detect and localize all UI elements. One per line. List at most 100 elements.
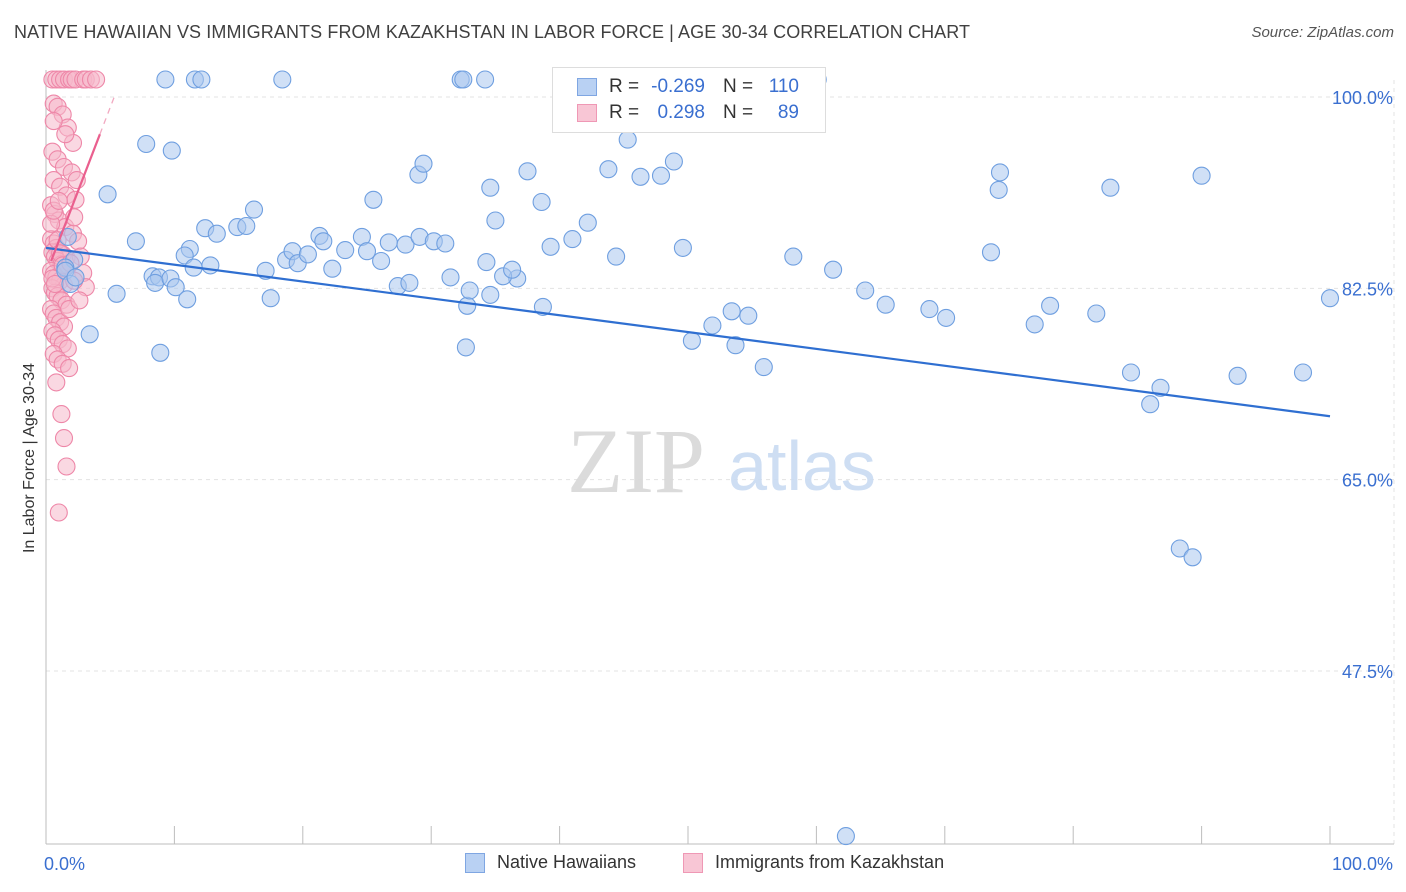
data-point-native-hawaiians	[201, 256, 220, 275]
data-point-native-hawaiians	[754, 358, 773, 377]
data-point-native-hawaiians	[631, 167, 650, 186]
data-point-kazakhstan	[47, 373, 66, 392]
data-point-kazakhstan	[57, 457, 76, 476]
trend-line-kazakhstan	[50, 133, 101, 262]
data-point-native-hawaiians	[357, 242, 377, 261]
y-tick-label: 47.5%	[1342, 662, 1393, 682]
data-point-native-hawaiians	[1170, 539, 1189, 558]
data-point-native-hawaiians	[856, 281, 875, 300]
data-point-native-hawaiians	[323, 259, 342, 278]
tick-labels: 100.0% 82.5% 65.0% 47.5% 0.0% 100.0%	[44, 88, 1393, 874]
legend-row-kazakhstan: R = 0.298 N = 89	[577, 101, 799, 125]
data-point-native-hawaiians	[578, 213, 597, 232]
legend-n-label: N =	[723, 76, 754, 97]
data-point-native-hawaiians	[441, 268, 460, 287]
y-tick-label: 65.0%	[1342, 471, 1393, 491]
data-point-native-hawaiians	[207, 224, 226, 243]
grid-lines	[46, 80, 1395, 844]
data-point-native-hawaiians	[178, 290, 197, 309]
data-point-native-hawaiians	[476, 70, 495, 89]
x-tick-label-max: 100.0%	[1332, 854, 1393, 874]
data-point-kazakhstan	[49, 503, 68, 522]
data-point-native-hawaiians	[618, 130, 637, 149]
data-point-native-hawaiians	[372, 251, 391, 271]
data-point-native-hawaiians	[682, 331, 701, 350]
data-point-native-hawaiians	[175, 246, 194, 265]
data-point-native-hawaiians	[1293, 363, 1313, 382]
data-point-native-hawaiians	[364, 190, 383, 209]
legend-item-kazakhstan[interactable]: Immigrants from Kazakhstan	[683, 852, 944, 873]
data-point-native-hawaiians	[436, 234, 455, 253]
data-point-native-hawaiians	[722, 302, 741, 321]
data-point-native-hawaiians	[1041, 296, 1060, 315]
data-point-native-hawaiians	[726, 336, 745, 355]
series-legend: Native Hawaiians Immigrants from Kazakhs…	[0, 852, 1406, 876]
data-point-native-hawaiians	[563, 230, 582, 249]
data-point-native-hawaiians	[607, 247, 626, 266]
data-point-kazakhstan	[49, 191, 68, 210]
data-point-native-hawaiians	[937, 308, 956, 327]
legend-n-label: N =	[723, 102, 754, 123]
data-point-native-hawaiians	[414, 154, 433, 173]
watermark-zip: ZIP	[567, 410, 705, 512]
data-point-native-hawaiians	[273, 70, 292, 89]
data-point-native-hawaiians	[298, 245, 317, 264]
data-point-native-hawaiians	[1151, 378, 1170, 397]
trend-line-kazakhstan-extension	[99, 97, 115, 135]
data-point-native-hawaiians	[137, 134, 156, 154]
data-point-native-hawaiians	[126, 232, 145, 251]
data-point-native-hawaiians	[1025, 315, 1044, 334]
data-point-native-hawaiians	[1228, 366, 1247, 385]
data-point-native-hawaiians	[1320, 289, 1340, 308]
data-point-native-hawaiians	[98, 185, 117, 204]
legend-row-native-hawaiians: R = -0.269 N = 110	[577, 75, 799, 99]
data-point-native-hawaiians	[458, 296, 477, 315]
legend-r-label: R =	[609, 76, 640, 97]
data-point-native-hawaiians	[989, 180, 1008, 199]
data-point-native-hawaiians	[396, 235, 415, 254]
data-point-kazakhstan	[60, 359, 79, 378]
data-point-native-hawaiians	[518, 162, 537, 181]
chart-title: NATIVE HAWAIIAN VS IMMIGRANTS FROM KAZAK…	[14, 22, 971, 42]
data-point-native-hawaiians	[664, 152, 683, 171]
data-point-native-hawaiians	[1183, 548, 1202, 567]
data-point-native-hawaiians	[481, 178, 500, 197]
data-point-native-hawaiians	[456, 338, 475, 357]
data-point-native-hawaiians	[541, 237, 560, 256]
data-point-native-hawaiians	[400, 273, 419, 292]
data-point-native-hawaiians	[244, 200, 264, 219]
data-point-native-hawaiians	[836, 827, 855, 846]
data-point-native-hawaiians	[503, 260, 522, 279]
data-point-native-hawaiians	[1192, 166, 1211, 185]
y-tick-label: 82.5%	[1342, 279, 1393, 299]
axes	[45, 70, 1394, 845]
data-point-native-hawaiians	[673, 238, 692, 257]
legend-r-value: 0.298	[657, 102, 705, 123]
data-point-native-hawaiians	[920, 300, 939, 319]
y-tick-label: 100.0%	[1332, 88, 1393, 108]
data-point-native-hawaiians	[703, 316, 722, 335]
data-point-kazakhstan	[54, 429, 74, 448]
data-point-native-hawaiians	[261, 289, 280, 308]
data-point-native-hawaiians	[981, 243, 1001, 262]
data-point-native-hawaiians	[237, 216, 256, 236]
data-point-native-hawaiians	[314, 232, 333, 251]
legend-item-native-hawaiians[interactable]: Native Hawaiians	[465, 852, 636, 873]
data-point-native-hawaiians	[162, 141, 181, 160]
data-point-native-hawaiians	[990, 163, 1010, 182]
data-point-native-hawaiians	[80, 325, 99, 344]
data-point-native-hawaiians	[481, 285, 500, 304]
data-point-native-hawaiians	[460, 281, 479, 300]
data-point-native-hawaiians	[107, 284, 126, 303]
data-point-native-hawaiians	[1087, 304, 1106, 323]
legend-swatch-blue	[465, 852, 485, 873]
data-point-kazakhstan	[87, 70, 106, 89]
legend-swatch-pink	[683, 852, 703, 873]
data-point-native-hawaiians	[739, 306, 758, 325]
legend-n-value: 89	[777, 102, 799, 123]
data-point-native-hawaiians	[532, 192, 551, 212]
trend-lines	[45, 97, 1331, 418]
data-point-native-hawaiians	[166, 278, 185, 297]
data-point-native-hawaiians	[336, 241, 355, 260]
